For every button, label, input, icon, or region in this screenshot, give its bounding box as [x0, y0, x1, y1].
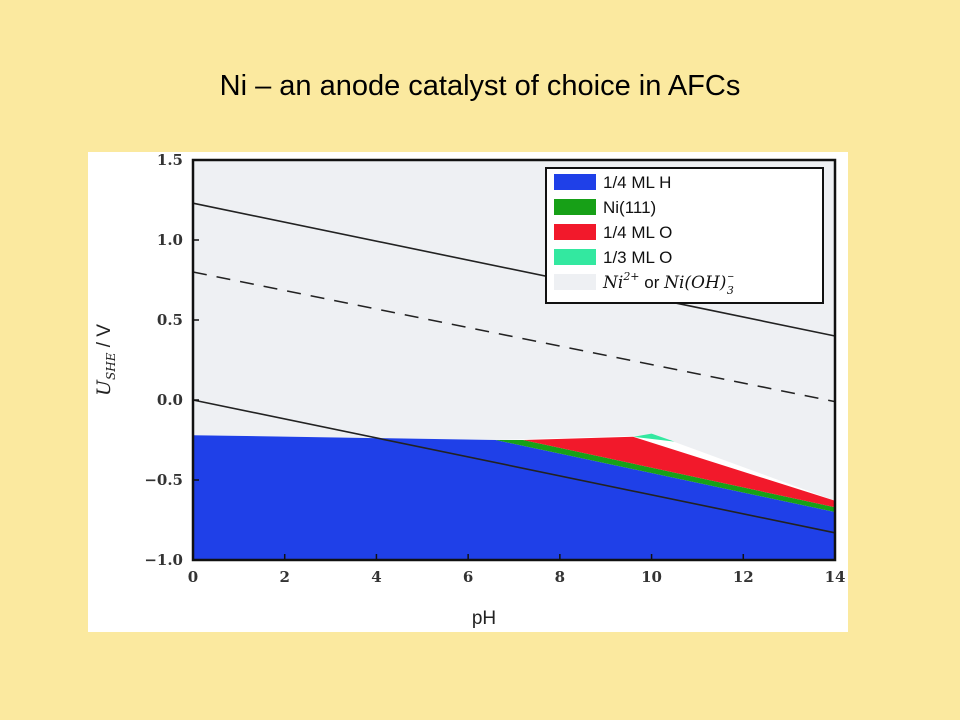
reference-line-1	[192, 271, 836, 403]
legend-swatch-3	[554, 249, 596, 265]
x-tick-label: 6	[463, 568, 473, 586]
x-tick-label: 10	[641, 568, 662, 586]
region-2	[495, 440, 835, 512]
plot-frame	[191, 158, 837, 562]
y-tick-label: 1.5	[157, 152, 183, 169]
y-tick-label: 0.5	[157, 311, 183, 329]
y-tick-label: −0.5	[144, 471, 183, 489]
x-tick-label: 0	[188, 568, 198, 586]
legend-swatch-4	[554, 274, 596, 290]
legend-label-1: Ni(111)	[603, 198, 656, 217]
x-tick-label: 12	[733, 568, 754, 586]
legend-swatch-2	[554, 224, 596, 240]
y-tick-label: 0.0	[157, 391, 183, 409]
slide-title: Ni – an anode catalyst of choice in AFCs	[219, 70, 741, 102]
y-axis-label: USHE / V	[93, 324, 118, 396]
legend-swatch-0	[554, 174, 596, 190]
legend-label-0: 1/4 ML H	[603, 173, 671, 192]
legend-label-2: 1/4 ML O	[603, 223, 672, 242]
reference-line-2	[192, 399, 836, 534]
x-tick-label: 14	[825, 568, 846, 586]
pourbaix-chart: 0 2 4 6 8 10 12 14 1.5 1.0 0.5 0.0 −0.5 −1.0 pH USHE / …	[93, 152, 846, 629]
x-tick-label: 8	[555, 568, 565, 586]
legend: 1/4 ML H Ni(111) 1/4 ML O 1/3 ML O Ni2+ or N…	[545, 167, 824, 304]
legend-swatch-1	[554, 199, 596, 215]
x-tick-label: 2	[279, 568, 289, 586]
legend-label-3: 1/3 ML O	[603, 248, 672, 267]
region-4	[633, 433, 675, 442]
region-1	[193, 435, 835, 560]
y-tick-label: −1.0	[144, 551, 183, 569]
x-axis-label: pH	[472, 608, 496, 629]
reference-line-0	[192, 202, 836, 337]
legend-label-4: Ni2+ or Ni(OH)− 3	[602, 270, 734, 297]
y-tick-label: 1.0	[157, 231, 183, 249]
region-3	[523, 436, 835, 508]
pourbaix-figure: 0 2 4 6 8 10 12 14 1.5 1.0 0.5 0.0 −0.5 −1.0 pH USHE / …	[88, 152, 848, 632]
x-tick-label: 4	[371, 568, 381, 586]
